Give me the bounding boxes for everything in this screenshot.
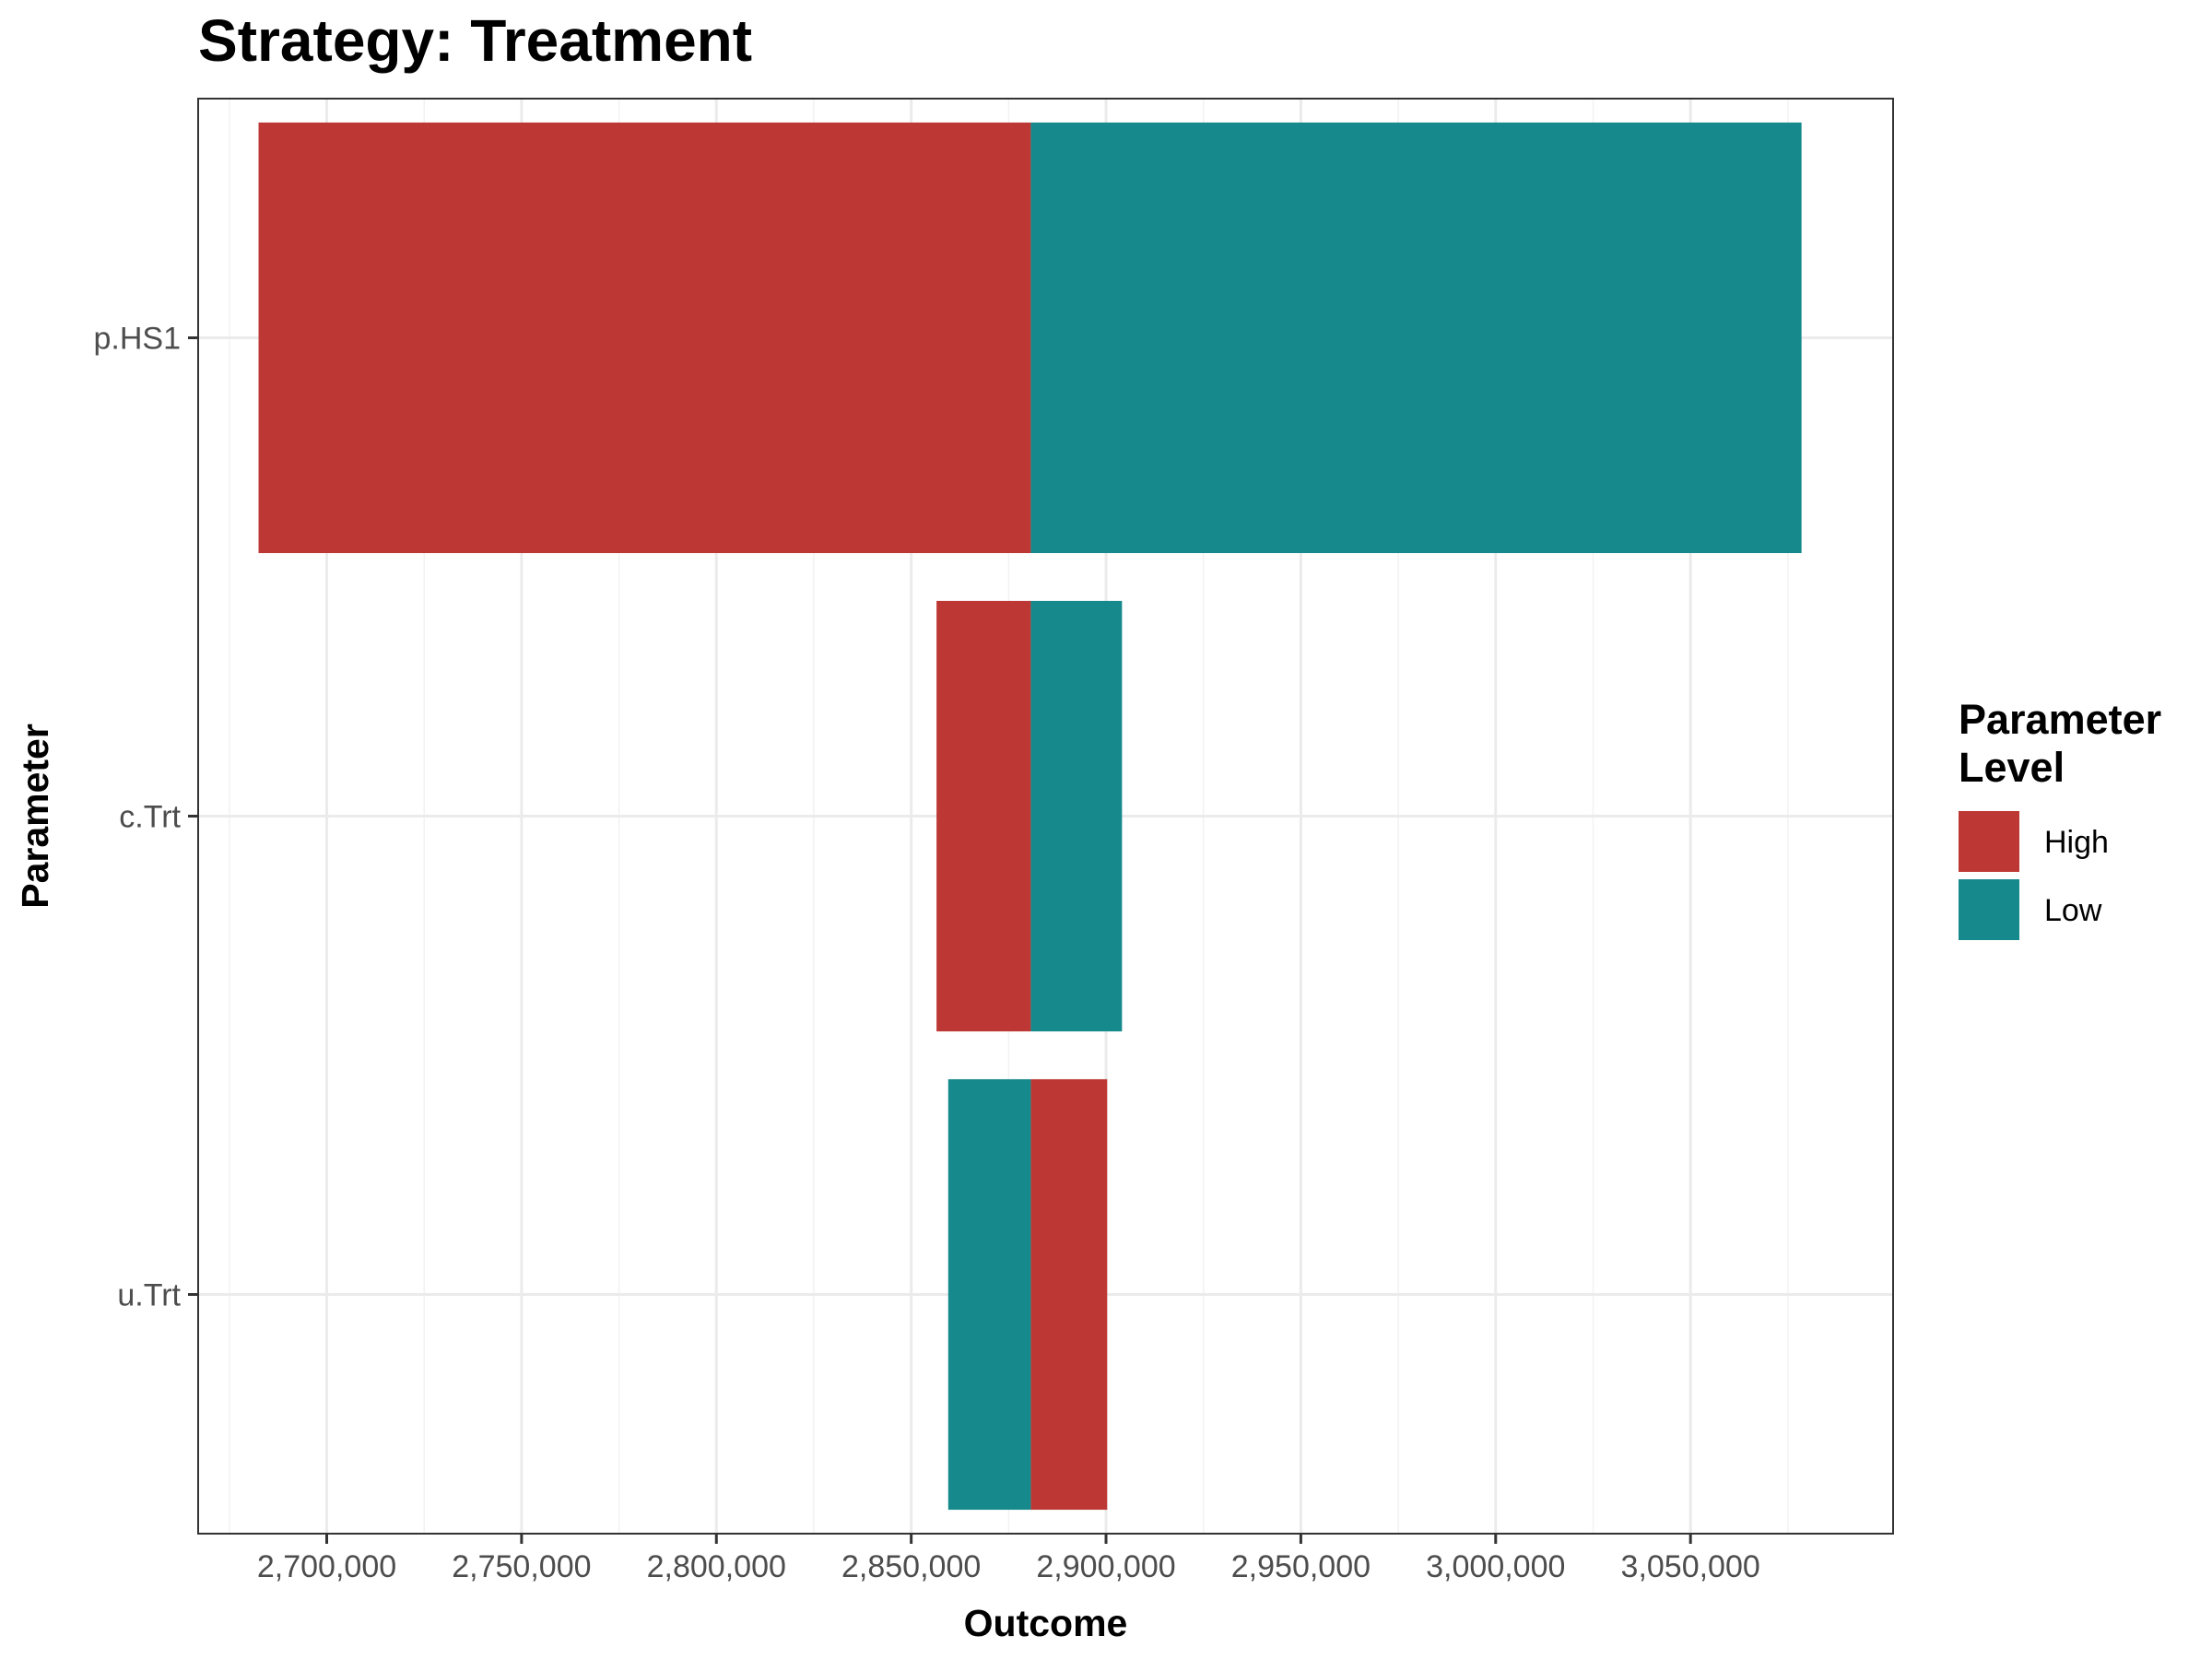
x-tick-label: 2,750,000 bbox=[452, 1549, 591, 1584]
x-tick-label: 3,050,000 bbox=[1621, 1549, 1760, 1584]
legend-label-high: High bbox=[2044, 825, 2109, 860]
legend: Parameter Level High Low bbox=[1959, 696, 2161, 940]
x-tick-label: 2,700,000 bbox=[257, 1549, 396, 1584]
x-axis: 2,700,000 2,750,000 2,800,000 2,850,000 2,90… bbox=[257, 1534, 1760, 1584]
legend-label-low: Low bbox=[2044, 893, 2102, 928]
x-tick-label: 3,000,000 bbox=[1426, 1549, 1565, 1584]
legend-key-low bbox=[1959, 879, 2019, 940]
y-tick-label: u.Trt bbox=[117, 1278, 181, 1313]
y-tick-label: c.Trt bbox=[119, 800, 181, 835]
x-axis-title: Outcome bbox=[964, 1602, 1128, 1644]
bar-high-c-trt bbox=[936, 600, 1031, 1032]
y-axis: p.HS1 c.Trt u.Trt bbox=[94, 322, 198, 1313]
legend-title: Parameter Level bbox=[1959, 696, 2161, 791]
x-tick-label: 2,800,000 bbox=[647, 1549, 786, 1584]
y-tick-label: p.HS1 bbox=[94, 322, 182, 357]
bar-low-c-trt bbox=[1030, 600, 1123, 1032]
bar-high-u-trt bbox=[1030, 1078, 1108, 1511]
bars bbox=[258, 122, 1802, 1511]
x-tick-label: 2,950,000 bbox=[1231, 1549, 1371, 1584]
bar-low-p-hs1 bbox=[1030, 122, 1802, 554]
x-tick-label: 2,900,000 bbox=[1036, 1549, 1175, 1584]
y-axis-title: Parameter bbox=[14, 724, 56, 909]
legend-key-high bbox=[1959, 811, 2019, 872]
bar-low-u-trt bbox=[947, 1078, 1031, 1511]
chart-title: Strategy: Treatment bbox=[198, 7, 752, 74]
bar-high-p-hs1 bbox=[258, 122, 1031, 554]
x-tick-label: 2,850,000 bbox=[841, 1549, 981, 1584]
